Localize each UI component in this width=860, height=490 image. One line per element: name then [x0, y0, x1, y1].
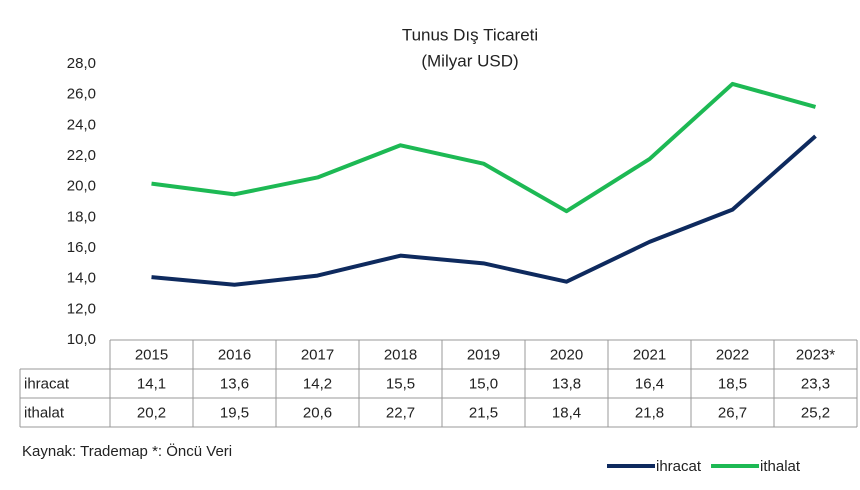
table-cell: 21,8	[635, 404, 664, 421]
x-tick-label: 2020	[550, 346, 583, 363]
table-cell: 16,4	[635, 375, 664, 392]
y-tick-label: 28,0	[67, 55, 96, 72]
table-cell: 14,2	[303, 375, 332, 392]
x-tick-label: 2016	[218, 346, 251, 363]
table-cell: 15,5	[386, 375, 415, 392]
table-row-header: ihracat	[24, 375, 70, 392]
x-tick-label: 2023*	[796, 346, 835, 363]
table-cell: 23,3	[801, 375, 830, 392]
y-tick-label: 22,0	[67, 147, 96, 164]
table-cell: 13,6	[220, 375, 249, 392]
x-tick-label: 2021	[633, 346, 666, 363]
y-tick-label: 10,0	[67, 331, 96, 348]
chart-subtitle: (Milyar USD)	[421, 51, 518, 70]
y-tick-label: 14,0	[67, 270, 96, 287]
table-cell: 26,7	[718, 404, 747, 421]
table-cell: 25,2	[801, 404, 830, 421]
y-tick-label: 12,0	[67, 300, 96, 317]
table-cell: 20,6	[303, 404, 332, 421]
y-tick-label: 24,0	[67, 116, 96, 133]
series-line	[151, 81, 817, 214]
y-tick-label: 18,0	[67, 208, 96, 225]
table-cell: 18,4	[552, 404, 581, 421]
x-tick-label: 2017	[301, 346, 334, 363]
y-tick-label: 20,0	[67, 178, 96, 195]
x-tick-label: 2019	[467, 346, 500, 363]
legend-label: ihracat	[656, 458, 702, 475]
x-tick-label: 2018	[384, 346, 417, 363]
table-cell: 22,7	[386, 404, 415, 421]
table-cell: 13,8	[552, 375, 581, 392]
chart-title: Tunus Dış Ticareti	[402, 25, 538, 44]
table-cell: 15,0	[469, 375, 498, 392]
table-cell: 14,1	[137, 375, 166, 392]
y-tick-label: 26,0	[67, 86, 96, 103]
x-tick-label: 2022	[716, 346, 749, 363]
table-row-header: ithalat	[24, 404, 65, 421]
table-cell: 21,5	[469, 404, 498, 421]
x-tick-label: 2015	[135, 346, 168, 363]
series-line	[151, 134, 817, 287]
table-cell: 19,5	[220, 404, 249, 421]
legend-label: ithalat	[760, 458, 801, 475]
source-note: Kaynak: Trademap *: Öncü Veri	[22, 442, 232, 460]
y-tick-label: 16,0	[67, 239, 96, 256]
table-cell: 18,5	[718, 375, 747, 392]
table-cell: 20,2	[137, 404, 166, 421]
